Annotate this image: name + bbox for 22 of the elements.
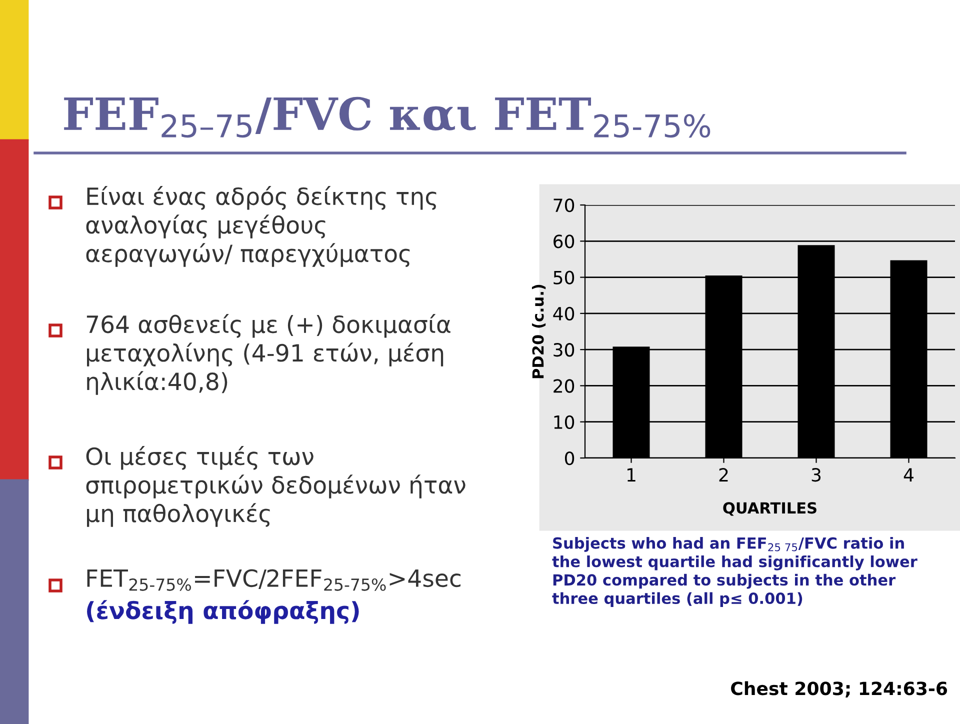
text: FET$_{25-75%}$=FVC/2FEF$_{25-75%}$>4sec: [87, 569, 460, 591]
y-axis-title: PD20 (c.u.): [532, 284, 546, 378]
x-tick-label: 4: [904, 468, 914, 482]
y-tick-label: 0: [564, 451, 574, 466]
text: Οι μέσες τιμές των σπιρομετρικών δεδομένων ήταν μη παθολογικές: [86, 446, 466, 527]
text: (ένδειξη απόφραξης): [87, 600, 359, 624]
y-tick-label: 50: [554, 270, 574, 284]
text: Είναι ένας αδρός δείκτης της αναλογίας μεγέθους αεραγωγών/ παρεγχύματος: [86, 186, 436, 267]
y-tick-label: 60: [554, 234, 574, 248]
y-tick-label: 70: [554, 198, 574, 212]
x-tick-label: 3: [812, 468, 821, 482]
x-tick-label: 1: [627, 468, 636, 482]
y-tick-label: 40: [553, 306, 574, 321]
text: Chest 2003; 124:63-6: [731, 681, 948, 698]
y-tick-label: 10: [554, 415, 574, 429]
text: 764 ασθενείς με (+) δοκιμασία μεταχολίνης (4-91 ετών, μέση ηλικία:40,8): [86, 314, 450, 395]
y-tick-label: 30: [554, 343, 574, 357]
x-tick-label: 2: [719, 468, 728, 482]
text: Subjects who had an FEF$_{25 75}$/FVC ratio in the lowest quartile had significantly lower PD20 compared to subjects in the other three quartiles (all p≤ 0.001): [552, 537, 918, 608]
chart-title: FEF$_{25–75}$/FVC και FET$_{25-75%}$: [64, 96, 710, 138]
x-axis-title: QUARTILES: [723, 502, 816, 516]
y-tick-label: 20: [554, 379, 574, 393]
